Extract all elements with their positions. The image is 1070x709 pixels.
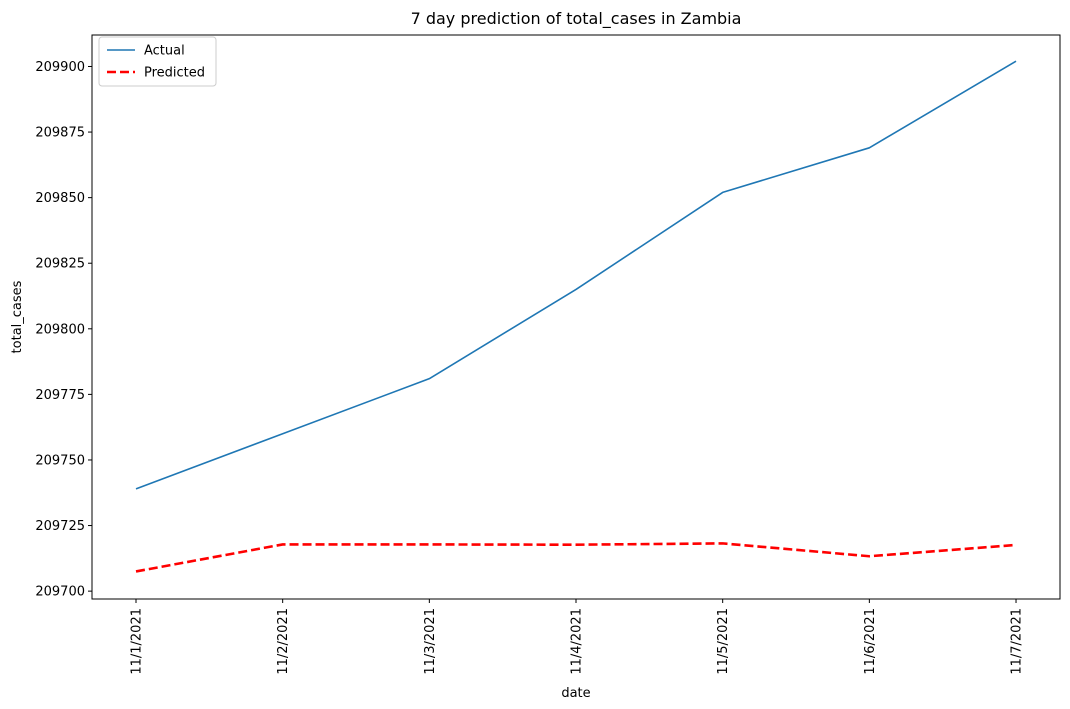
y-tick-label: 209900 <box>35 60 85 75</box>
y-axis-label: total_cases <box>10 280 25 353</box>
x-tick-label: 11/2/2021 <box>276 608 291 675</box>
x-tick-label: 11/5/2021 <box>716 608 731 675</box>
legend: Actual Predicted <box>98 36 217 87</box>
series-line-predicted <box>135 542 1017 573</box>
y-tick-label: 209800 <box>35 322 85 337</box>
legend-label: Actual <box>144 44 185 59</box>
x-tick-label: 11/1/2021 <box>130 608 145 675</box>
chart-title: 7 day prediction of total_cases in Zambi… <box>411 9 742 29</box>
y-tick-label: 209725 <box>35 519 85 534</box>
y-tick-label: 209875 <box>35 126 85 141</box>
x-tick-label: 11/4/2021 <box>570 608 585 675</box>
x-axis-label: date <box>561 686 590 701</box>
plot-area: 209700 209725 209750 209775 209800 209825 2098… <box>35 34 1061 675</box>
x-tick-label: 11/6/2021 <box>863 608 878 675</box>
series-line-actual <box>135 60 1017 490</box>
x-tick-label: 11/3/2021 <box>423 608 438 675</box>
y-tick-label: 209850 <box>35 191 85 206</box>
legend-label: Predicted <box>144 66 205 81</box>
x-tick-label: 11/7/2021 <box>1010 608 1025 675</box>
y-tick-label: 209825 <box>35 257 85 272</box>
y-tick-label: 209700 <box>35 585 85 600</box>
y-tick-label: 209775 <box>35 388 85 403</box>
y-tick-label: 209750 <box>35 453 85 468</box>
